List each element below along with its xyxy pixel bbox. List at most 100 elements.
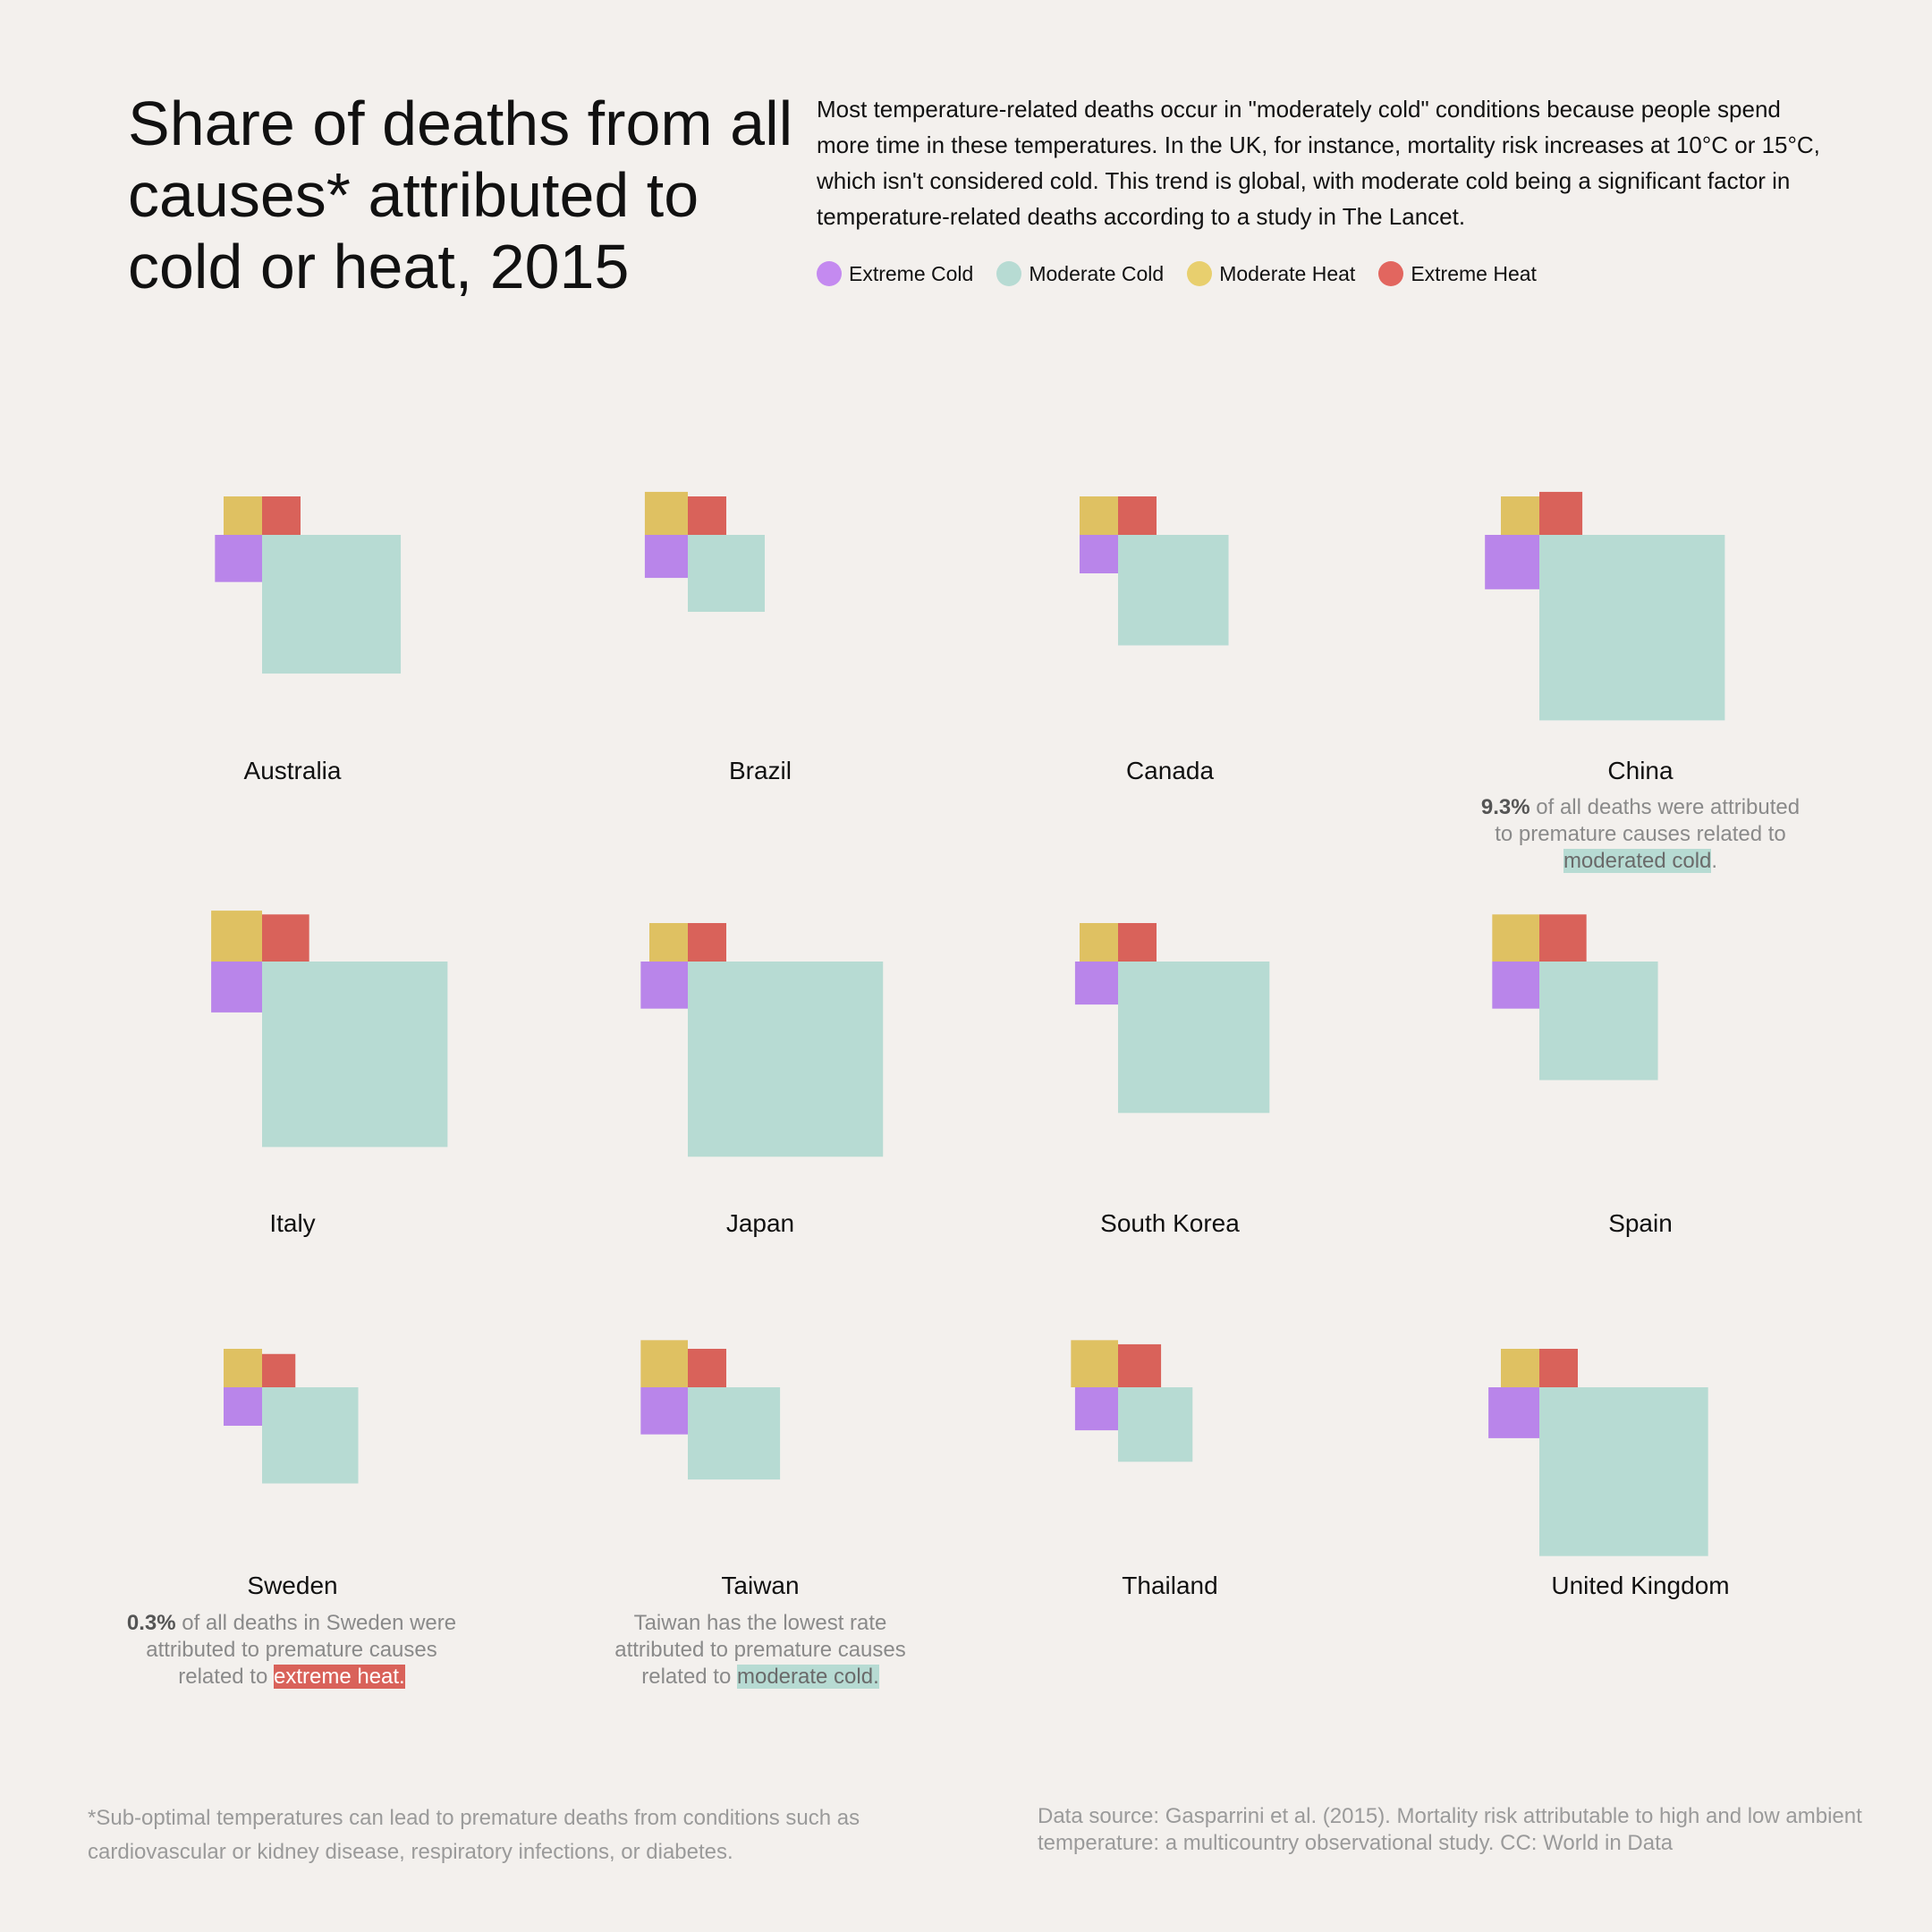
legend-item-moderate-cold: Moderate Cold xyxy=(996,261,1164,286)
moderate-cold-square xyxy=(688,962,884,1157)
legend-item-extreme-heat: Extreme Heat xyxy=(1378,261,1537,286)
moderate-heat-square xyxy=(1500,1348,1539,1387)
note-china-value: 9.3% xyxy=(1480,795,1530,819)
note-taiwan-highlight: moderate cold. xyxy=(736,1665,879,1689)
moderate-cold-square xyxy=(1118,962,1270,1114)
footnote: *Sub-optimal temperatures can lead to pr… xyxy=(88,1806,860,1864)
note-china-highlight: moderated cold xyxy=(1563,849,1712,873)
extreme-cold-square xyxy=(1485,535,1539,589)
moderate-cold-square xyxy=(1539,962,1658,1080)
moderate-heat-square xyxy=(211,911,262,962)
extreme-heat-square xyxy=(1118,922,1157,962)
moderate-cold-square xyxy=(688,1387,781,1480)
extreme-heat-square xyxy=(262,914,309,962)
moderate-cold-square xyxy=(1118,1387,1193,1462)
square-chart: Australia Brazil Canada China Italy Japan Sout… xyxy=(211,491,1730,1599)
country-label-taiwan: Taiwan xyxy=(721,1572,799,1599)
moderate-heat-square xyxy=(648,922,688,962)
extreme-heat-square xyxy=(688,496,727,535)
moderate-cold-square xyxy=(262,1387,359,1484)
extreme-cold-square xyxy=(640,962,688,1009)
extreme-cold-square xyxy=(1492,962,1539,1009)
moderate-heat-square xyxy=(1500,496,1539,535)
country-label-italy: Italy xyxy=(269,1209,315,1237)
country-label-spain: Spain xyxy=(1608,1209,1673,1237)
country-group-brazil: Brazil xyxy=(644,491,792,784)
moderate-heat-square xyxy=(1079,922,1118,962)
country-label-thailand: Thailand xyxy=(1122,1572,1217,1599)
country-group-taiwan: Taiwan xyxy=(640,1340,800,1599)
extreme-cold-square xyxy=(1074,1387,1118,1431)
moderate-heat-square xyxy=(1071,1340,1118,1387)
legend-item-extreme-cold: Extreme Cold xyxy=(817,261,973,286)
extreme-heat-square xyxy=(688,922,727,962)
country-label-sweden: Sweden xyxy=(247,1572,337,1599)
extreme-cold-square xyxy=(223,1387,262,1427)
note-china-end: . xyxy=(1711,849,1718,873)
country-group-spain: Spain xyxy=(1492,914,1673,1237)
intro-text: Most temperature-related deaths occur in… xyxy=(817,96,1820,230)
extreme-heat-square xyxy=(262,496,301,535)
country-group-united-kingdom: United Kingdom xyxy=(1488,1348,1730,1599)
note-sweden-value: 0.3% xyxy=(126,1611,176,1635)
legend-label: Extreme Heat xyxy=(1411,261,1537,285)
moderate-heat-square xyxy=(1492,914,1539,962)
note-china-text: of all deaths were attributed to prematu… xyxy=(1495,795,1801,846)
moderate-heat-square xyxy=(644,491,688,535)
country-group-sweden: Sweden xyxy=(223,1348,359,1599)
country-group-china: China xyxy=(1485,491,1725,784)
country-group-thailand: Thailand xyxy=(1071,1340,1218,1599)
country-label-australia: Australia xyxy=(244,757,342,784)
legend-swatch-moderate-cold xyxy=(996,261,1022,286)
data-source: Data source: Gasparrini et al. (2015). M… xyxy=(1038,1804,1862,1855)
country-label-japan: Japan xyxy=(726,1209,794,1237)
note-taiwan-text: Taiwan has the lowest rate attributed to… xyxy=(614,1611,906,1689)
extreme-heat-square xyxy=(1539,914,1587,962)
note-sweden-text: of all deaths in Sweden were attributed … xyxy=(146,1611,457,1689)
extreme-cold-square xyxy=(211,962,262,1013)
legend-swatch-moderate-heat xyxy=(1187,261,1213,286)
country-label-china: China xyxy=(1607,757,1674,784)
extreme-cold-square xyxy=(1074,962,1118,1005)
moderate-heat-square xyxy=(223,496,262,535)
extreme-heat-square xyxy=(1118,496,1157,535)
chart-title: Share of deaths from all causes* attribu… xyxy=(128,89,793,301)
country-label-brazil: Brazil xyxy=(729,757,792,784)
legend-label: Moderate Heat xyxy=(1219,261,1356,285)
extreme-heat-square xyxy=(262,1353,296,1387)
moderate-heat-square xyxy=(223,1348,262,1387)
country-group-south-korea: South Korea xyxy=(1074,922,1270,1237)
moderate-cold-square xyxy=(262,962,448,1148)
moderate-cold-square xyxy=(1118,535,1229,646)
note-sweden-highlight: extreme heat. xyxy=(273,1665,405,1689)
note-china: 9.3% of all deaths were attributed to pr… xyxy=(1470,794,1810,875)
country-group-canada: Canada xyxy=(1079,496,1229,784)
legend-swatch-extreme-heat xyxy=(1378,261,1404,286)
legend-label: Moderate Cold xyxy=(1029,261,1165,285)
extreme-heat-square xyxy=(1118,1343,1162,1387)
country-label-canada: Canada xyxy=(1126,757,1215,784)
moderate-heat-square xyxy=(1079,496,1118,535)
extreme-heat-square xyxy=(1539,1348,1579,1387)
country-label-united-kingdom: United Kingdom xyxy=(1551,1572,1729,1599)
extreme-heat-square xyxy=(688,1348,727,1387)
moderate-heat-square xyxy=(640,1340,688,1387)
moderate-cold-square xyxy=(262,535,402,674)
country-label-south-korea: South Korea xyxy=(1100,1209,1240,1237)
legend-swatch-extreme-cold xyxy=(817,261,842,286)
country-group-australia: Australia xyxy=(215,496,402,784)
extreme-cold-square xyxy=(1488,1387,1539,1438)
note-sweden: 0.3% of all deaths in Sweden were attrib… xyxy=(122,1610,462,1690)
legend: Extreme Cold Moderate Cold Moderate Heat… xyxy=(817,261,1560,286)
extreme-heat-square xyxy=(1539,491,1583,535)
extreme-cold-square xyxy=(644,535,688,579)
extreme-cold-square xyxy=(215,535,262,582)
moderate-cold-square xyxy=(1539,1387,1708,1556)
moderate-cold-square xyxy=(1539,535,1725,721)
legend-label: Extreme Cold xyxy=(849,261,974,285)
country-group-italy: Italy xyxy=(211,911,448,1237)
extreme-cold-square xyxy=(1079,535,1118,574)
moderate-cold-square xyxy=(688,535,766,613)
extreme-cold-square xyxy=(640,1387,688,1435)
legend-item-moderate-heat: Moderate Heat xyxy=(1187,261,1355,286)
